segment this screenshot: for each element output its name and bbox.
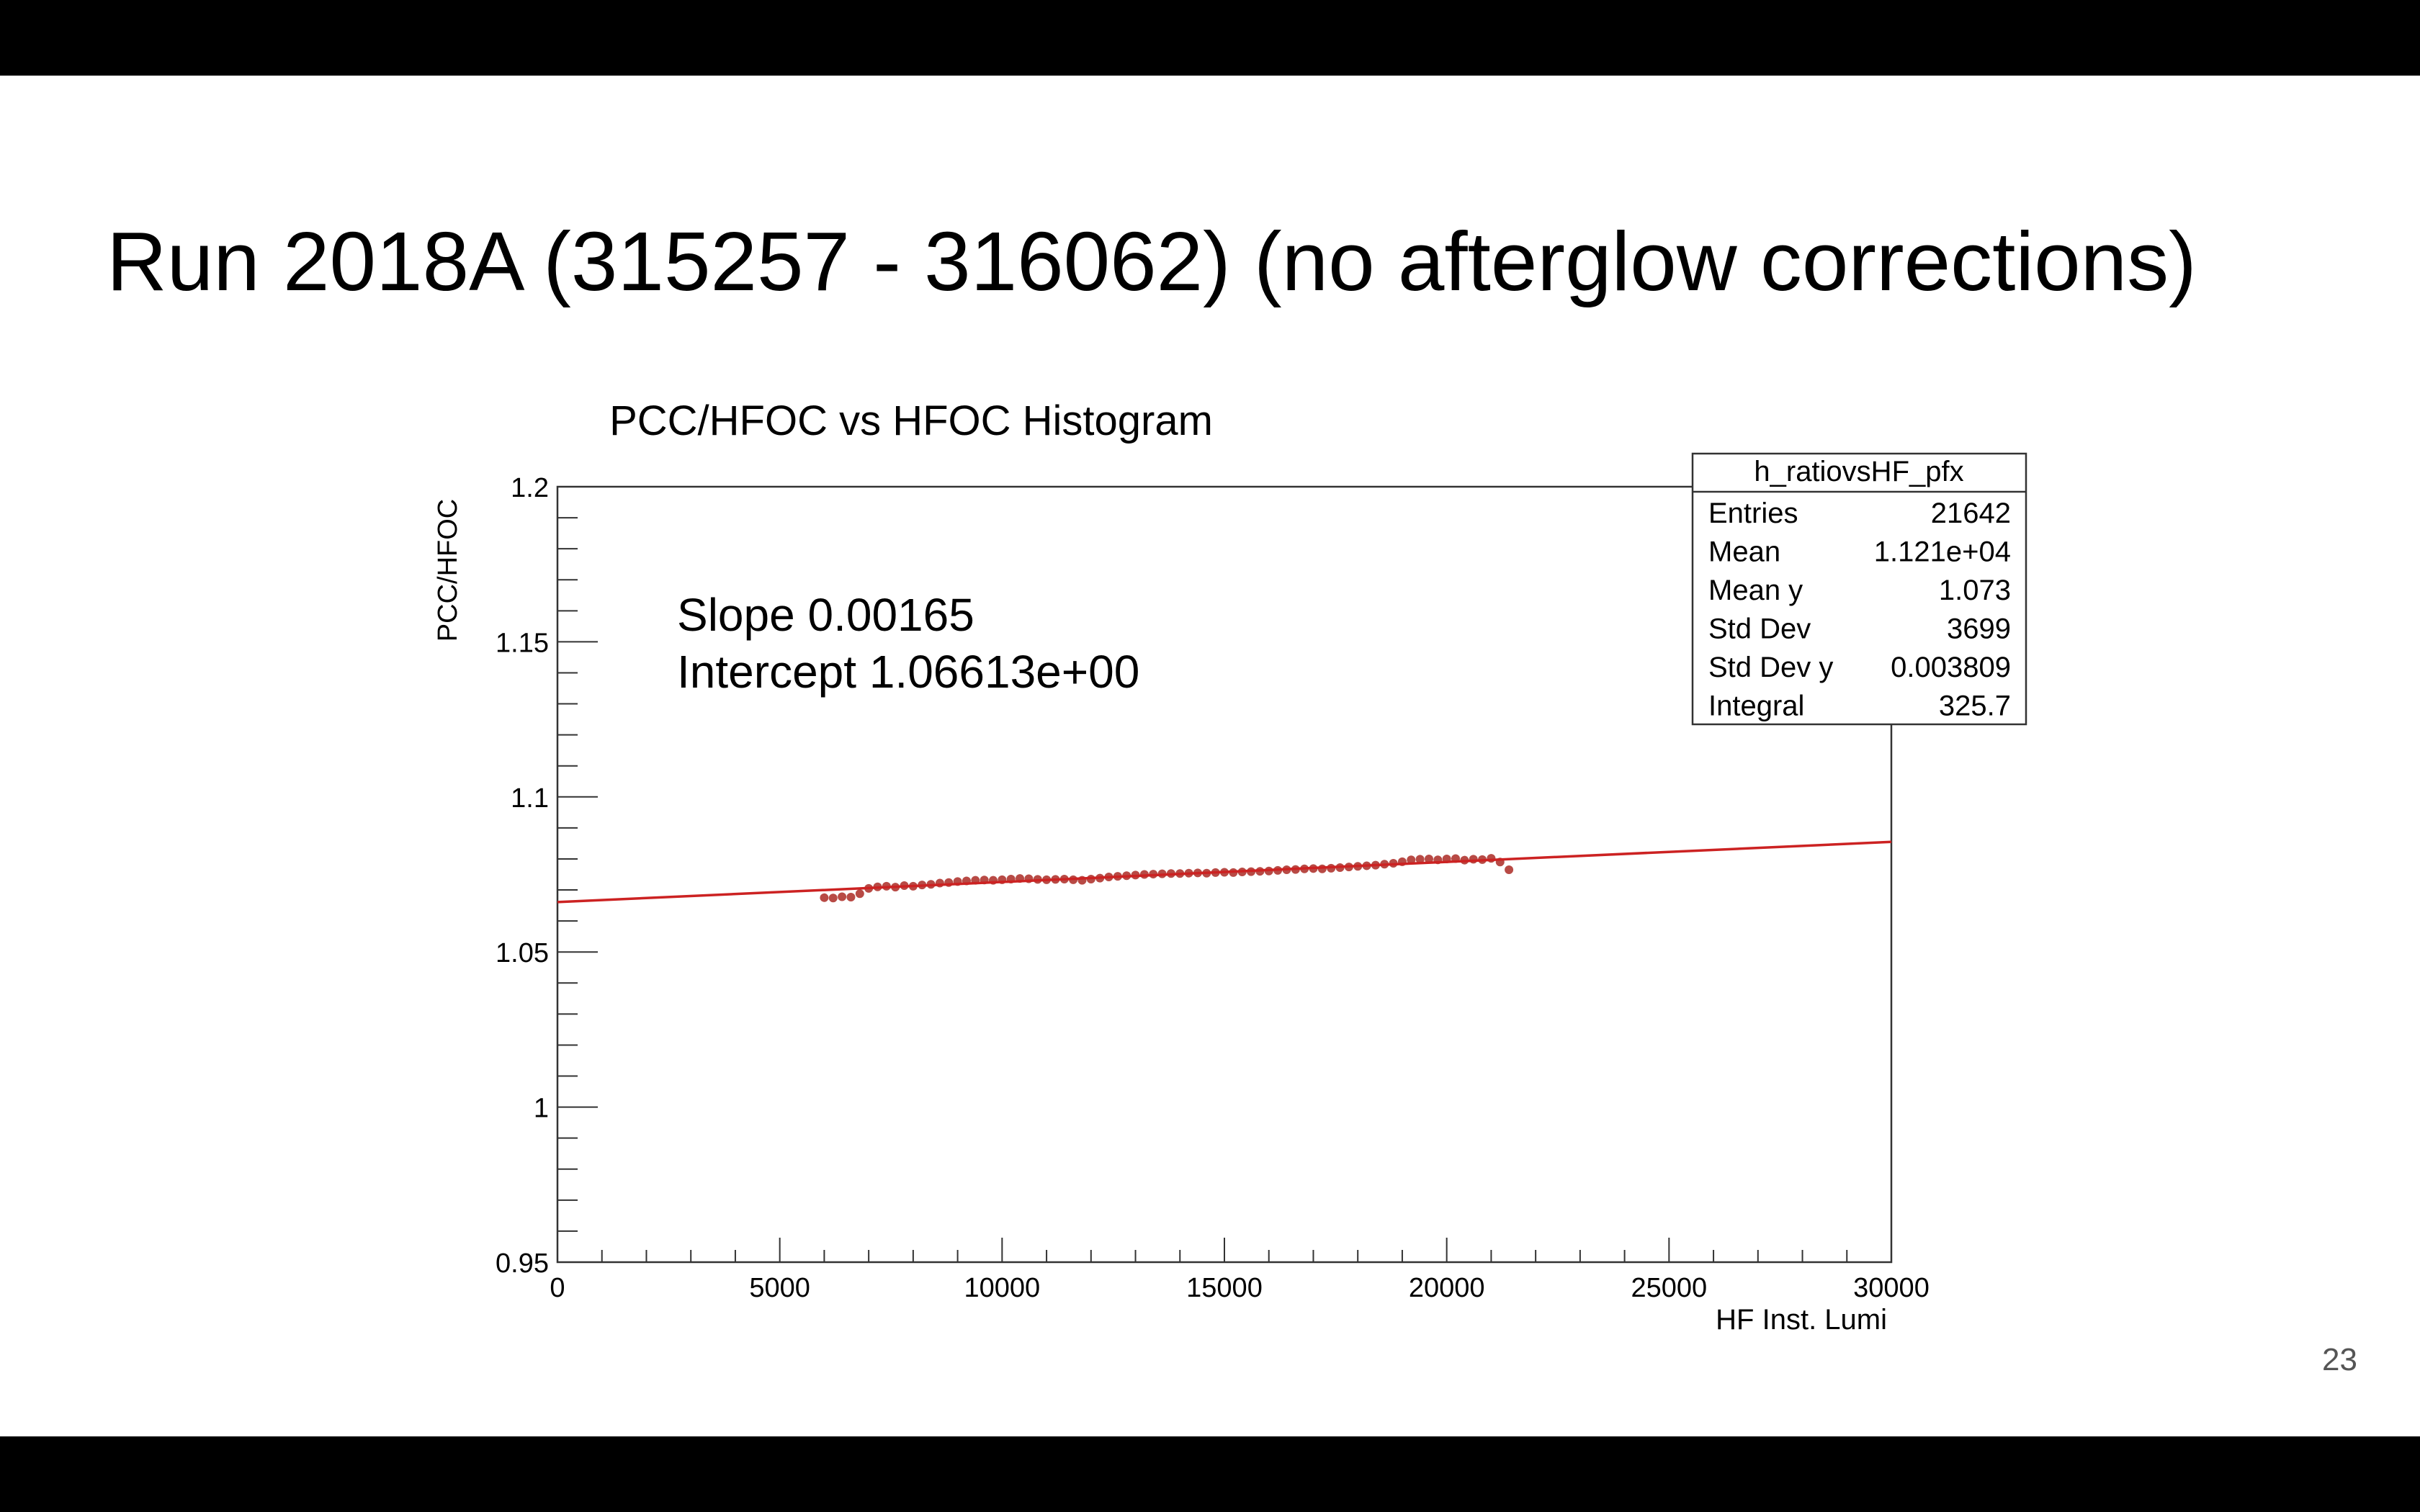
x-tick-label: 25000 (1631, 1273, 1707, 1303)
top-letterbox-bar (0, 0, 2420, 76)
x-tick-label: 15000 (1186, 1273, 1263, 1303)
data-point (1487, 854, 1496, 863)
data-point (820, 893, 829, 902)
data-point (1407, 855, 1416, 865)
stats-box-title: h_ratiovsHF_pfx (1754, 456, 1963, 487)
intercept-annotation: Intercept 1.06613e+00 (677, 646, 1139, 698)
x-axis-ticks: 0 5000 10000 15000 20000 25000 30000 (550, 1238, 1930, 1303)
bottom-letterbox-bar (0, 1436, 2420, 1512)
y-tick-label: 1.2 (511, 473, 549, 503)
y-tick-label: 1.05 (496, 938, 549, 968)
stats-row-value: 21642 (1931, 498, 2011, 529)
stats-row-value: 0.003809 (1891, 652, 2011, 683)
y-axis-label: PCC/HFOC (433, 499, 463, 642)
data-point (855, 889, 864, 899)
stats-row-value: 1.073 (1939, 575, 2011, 606)
data-point (846, 892, 856, 901)
x-tick-label: 30000 (1853, 1273, 1930, 1303)
page-number: 23 (2322, 1342, 2357, 1377)
data-point (1469, 855, 1478, 864)
stats-rows: Entries 21642 Mean 1.121e+04 Mean y 1.073 Std … (1708, 498, 2011, 722)
x-tick-label: 10000 (964, 1273, 1040, 1303)
stats-row-value: 325.7 (1939, 690, 2011, 722)
stats-row-label: Entries (1708, 498, 1798, 529)
data-point (1415, 855, 1425, 864)
stats-row-label: Mean (1708, 536, 1780, 568)
data-point (838, 892, 847, 901)
stats-row-label: Std Dev (1708, 613, 1811, 645)
slide-title: Run 2018A (315257 - 316062) (no afterglo… (107, 215, 2197, 308)
x-tick-label: 0 (550, 1273, 565, 1303)
slope-annotation: Slope 0.00165 (677, 589, 974, 641)
fit-line (557, 840, 1892, 904)
y-tick-label: 1.1 (511, 783, 549, 814)
chart-title: PCC/HFOC vs HFOC Histogram (609, 397, 1213, 444)
data-point (1424, 854, 1433, 863)
stats-row-label: Std Dev y (1708, 652, 1833, 683)
y-tick-label: 1 (534, 1094, 549, 1124)
data-point (1505, 865, 1514, 875)
y-tick-label: 1.15 (496, 628, 549, 658)
stats-row-value: 3699 (1947, 613, 2011, 645)
x-tick-label: 5000 (749, 1273, 810, 1303)
x-axis-label: HF Inst. Lumi (1716, 1304, 1887, 1336)
stats-row-label: Mean y (1708, 575, 1803, 606)
stats-row-label: Integral (1708, 690, 1804, 722)
data-point (828, 894, 838, 903)
data-markers (820, 854, 1514, 903)
stats-box: h_ratiovsHF_pfx Entries 21642 Mean 1.121e+0… (1691, 452, 2027, 726)
x-tick-label: 20000 (1409, 1273, 1485, 1303)
y-axis-ticks: 0.95 1 1.05 1.1 1.15 1.2 (496, 473, 598, 1279)
stats-row-value: 1.121e+04 (1874, 536, 2011, 568)
y-tick-label: 0.95 (496, 1248, 549, 1279)
